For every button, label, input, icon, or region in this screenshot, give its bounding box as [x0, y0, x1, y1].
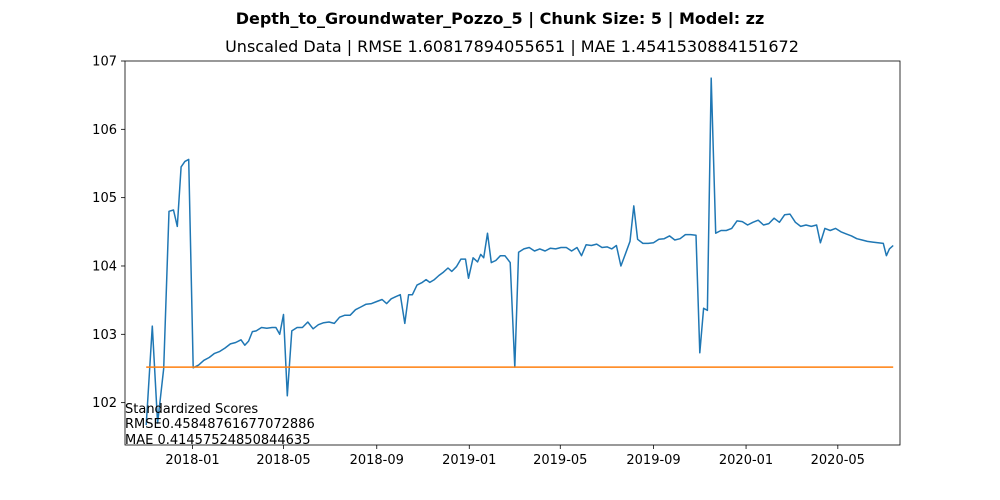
y-tick-label-3: 105 — [92, 191, 117, 206]
y-tick-label-1: 103 — [92, 328, 117, 343]
y-tick-label-4: 106 — [92, 123, 117, 138]
x-tick-label-1: 2018-05 — [256, 453, 310, 468]
annotation-line-2: RMSE0.45848761677072886 — [125, 417, 315, 432]
chart-suptitle: Depth_to_Groundwater_Pozzo_5 | Chunk Siz… — [236, 9, 765, 29]
x-tick-label-4: 2019-05 — [533, 453, 587, 468]
axes-border — [124, 60, 901, 446]
y-tick-label-2: 104 — [92, 259, 117, 274]
x-tick-label-3: 2019-01 — [442, 453, 496, 468]
series-line-1 — [145, 77, 894, 426]
y-tick-label-5: 107 — [92, 55, 117, 70]
axis-ticks: 2018-01 2018-05 2018-09 2019-01 2019-05 2019-… — [92, 55, 865, 469]
annotation-line-1: Standardized Scores — [125, 402, 258, 417]
x-tick-label-6: 2020-01 — [719, 453, 773, 468]
y-tick-label-0: 102 — [92, 396, 117, 411]
x-tick-label-2: 2018-09 — [350, 453, 404, 468]
x-tick-label-0: 2018-01 — [165, 453, 219, 468]
x-tick-label-7: 2020-05 — [811, 453, 865, 468]
annotation-line-3: MAE 0.41457524850844635 — [125, 433, 310, 448]
x-tick-label-5: 2019-09 — [626, 453, 680, 468]
chart-title: Unscaled Data | RMSE 1.60817894055651 | … — [225, 37, 799, 56]
axes-frame — [124, 60, 901, 446]
plot-area — [145, 77, 894, 426]
